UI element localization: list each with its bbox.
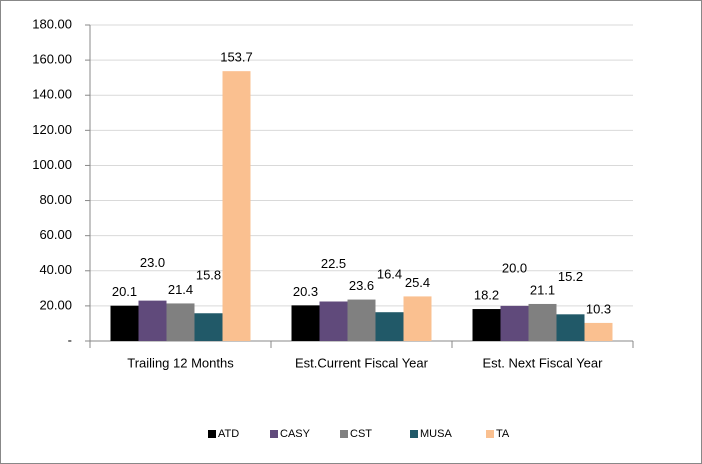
y-tick-label: - (68, 332, 72, 347)
bar (472, 309, 501, 341)
y-tick-label: 180.00 (32, 16, 72, 31)
bar (194, 313, 223, 341)
bar (347, 299, 376, 341)
data-label: 21.1 (530, 282, 555, 297)
data-label: 153.7 (220, 50, 253, 65)
bar (375, 312, 404, 341)
data-label: 23.0 (140, 255, 165, 270)
data-label: 10.3 (586, 301, 611, 316)
bar (319, 301, 348, 341)
legend-label: ATD (218, 428, 239, 440)
data-label: 15.8 (196, 268, 221, 283)
y-tick-label: 120.00 (32, 122, 72, 137)
bar (110, 305, 139, 341)
bar (556, 314, 585, 341)
data-label: 20.1 (112, 284, 137, 299)
legend-swatch (340, 430, 348, 438)
data-label: 15.2 (558, 269, 583, 284)
bar (291, 305, 320, 341)
data-label: 25.4 (405, 275, 430, 290)
y-tick-label: 80.00 (39, 192, 72, 207)
legend-label: TA (496, 428, 510, 440)
data-label: 18.2 (474, 287, 499, 302)
bar (166, 303, 195, 341)
y-tick-label: 140.00 (32, 87, 72, 102)
y-tick-label: 60.00 (39, 227, 72, 242)
legend-swatch (270, 430, 278, 438)
bar (584, 322, 613, 341)
data-label: 23.6 (349, 278, 374, 293)
x-tick-label: Est. Next Fiscal Year (483, 355, 604, 370)
y-tick-label: 20.00 (39, 297, 72, 312)
data-label: 16.4 (377, 267, 402, 282)
legend-swatch (410, 430, 418, 438)
bar (222, 71, 251, 341)
data-label: 20.0 (502, 260, 527, 275)
bar (403, 296, 432, 341)
y-tick-label: 40.00 (39, 262, 72, 277)
bar (528, 303, 557, 341)
data-label: 21.4 (168, 282, 193, 297)
y-tick-label: 100.00 (32, 157, 72, 172)
legend-swatch (208, 430, 216, 438)
x-tick-label: Est.Current Fiscal Year (295, 355, 429, 370)
bar (500, 305, 529, 341)
legend-label: CST (350, 428, 372, 440)
legend-swatch (486, 430, 494, 438)
x-tick-label: Trailing 12 Months (127, 355, 234, 370)
legend-label: MUSA (420, 428, 452, 440)
bar (138, 300, 167, 341)
data-label: 20.3 (293, 284, 318, 299)
legend-label: CASY (280, 428, 311, 440)
y-tick-label: 160.00 (32, 52, 72, 67)
data-label: 22.5 (321, 256, 346, 271)
